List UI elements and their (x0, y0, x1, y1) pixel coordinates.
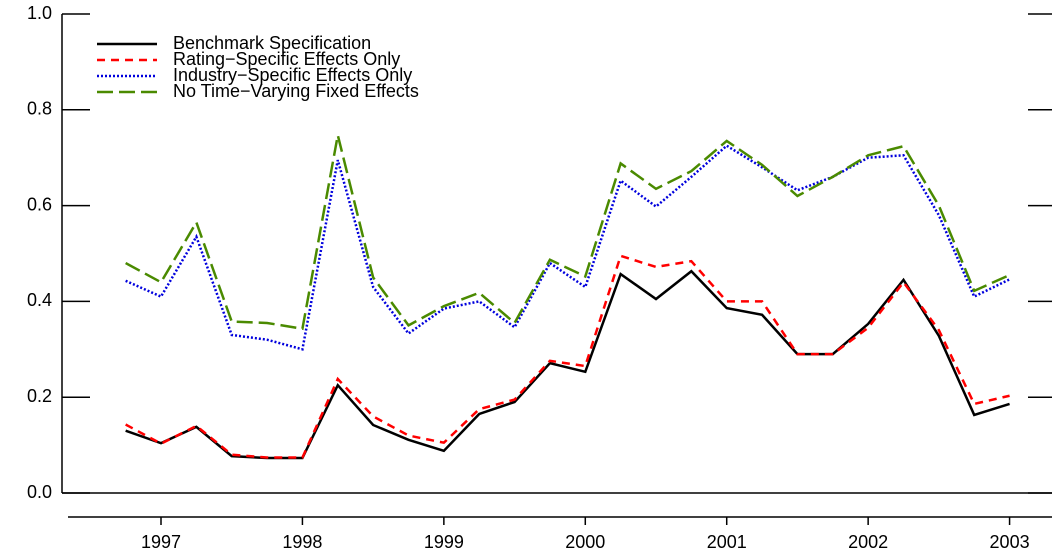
y-tick-label: 0.8 (27, 99, 52, 119)
series-line (125, 134, 1011, 331)
x-tick-label: 2002 (848, 532, 888, 552)
legend-label: No Time−Varying Fixed Effects (173, 81, 419, 101)
legend-label: Benchmark Specification (173, 33, 371, 53)
y-tick-label: 0.6 (27, 194, 52, 214)
y-tick-label: 0.0 (27, 482, 52, 502)
y-tick-label: 0.2 (27, 386, 52, 406)
series-line (125, 269, 1010, 460)
x-tick-label: 2001 (707, 532, 747, 552)
x-tick-label: 2003 (990, 532, 1030, 552)
series-line (125, 254, 1010, 459)
x-tick-label: 1999 (424, 532, 464, 552)
y-tick-label: 0.4 (27, 290, 52, 310)
legend-label: Industry−Specific Effects Only (173, 65, 412, 85)
legend-label: Rating−Specific Effects Only (173, 49, 400, 69)
y-tick-label: 1.0 (27, 3, 52, 23)
series-line (125, 144, 1011, 351)
x-tick-label: 1998 (282, 532, 322, 552)
x-tick-label: 1997 (141, 532, 181, 552)
x-tick-label: 2000 (565, 532, 605, 552)
